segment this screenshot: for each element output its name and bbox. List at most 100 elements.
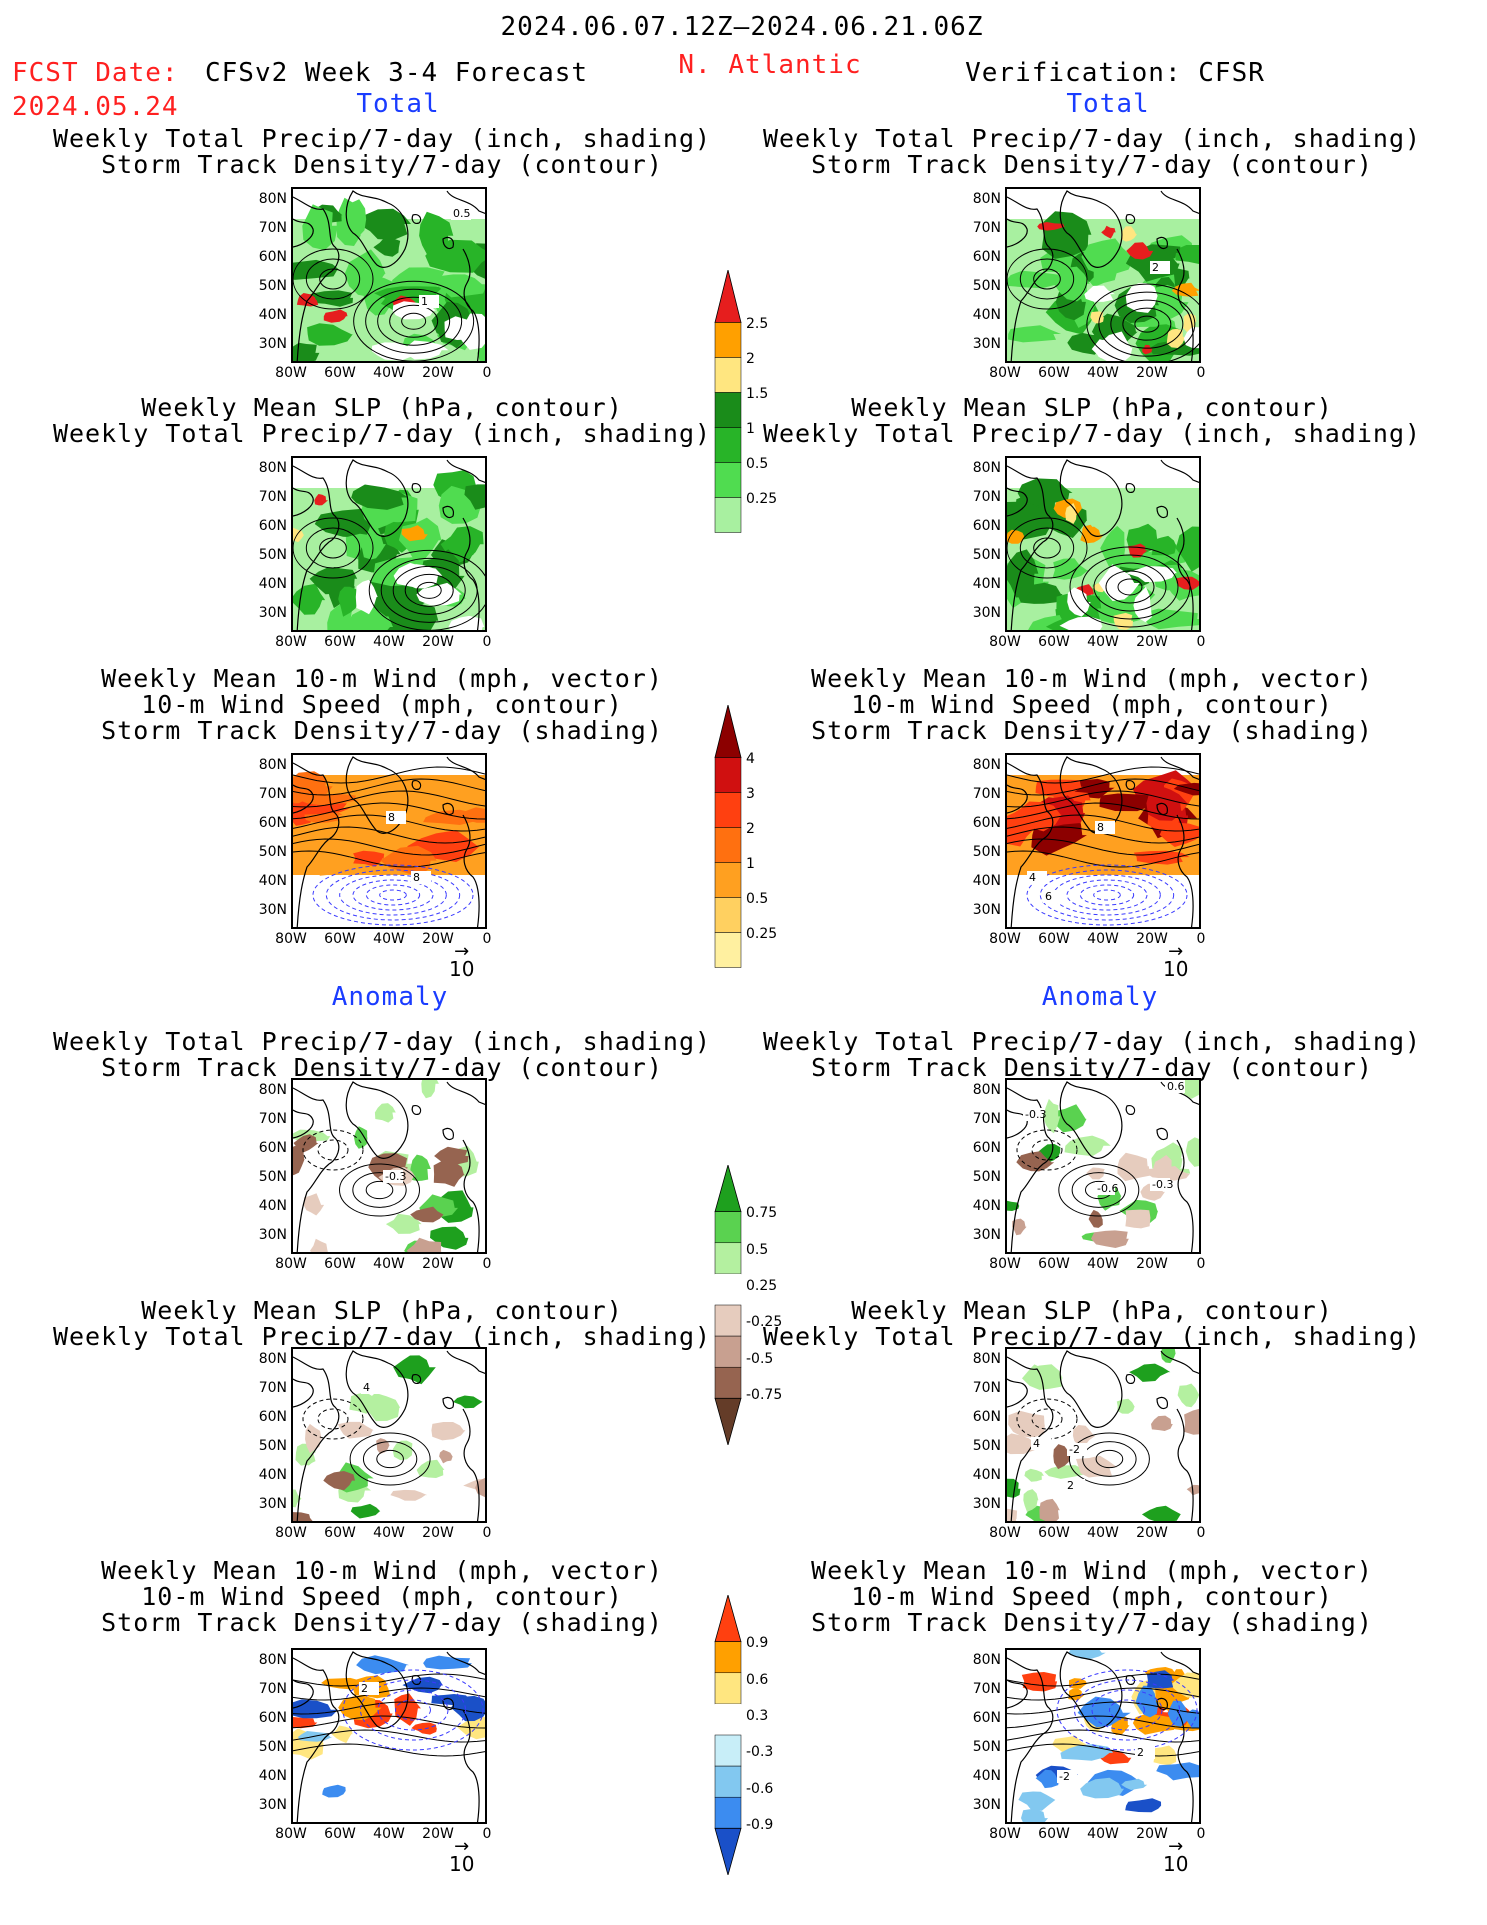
lat-tick-label: 70N (972, 1111, 1001, 1127)
map-panel-p8: 0.6 -0.3 -0.6 -0.3 (1005, 1078, 1201, 1254)
contour-lines (1007, 517, 1191, 628)
panel-title-line: Weekly Total Precip/7-day (inch, shading… (762, 1027, 1422, 1056)
lat-tick-label: 30N (972, 336, 1001, 352)
neg-storm-anomaly (1021, 1809, 1048, 1822)
pos-storm-anomaly (321, 1677, 369, 1690)
dry-anomaly-cell (337, 1421, 374, 1439)
colorbar-swatch (714, 862, 742, 898)
contour-label: -0.3 (1152, 1178, 1173, 1191)
pos-storm-anomaly (1068, 1688, 1085, 1701)
lon-tick-label: 0 (1196, 365, 1206, 381)
lon-tick-label: 80W (989, 365, 1021, 381)
lat-tick-label: 80N (972, 757, 1001, 773)
lat-tick-label: 80N (258, 1652, 287, 1668)
colorbar-precip-total (714, 270, 742, 533)
lon-tick-label: 80W (275, 1525, 307, 1541)
precip-cell (1017, 478, 1073, 506)
dry-area (355, 579, 378, 615)
lat-tick-label: 80N (972, 191, 1001, 207)
lat-tick-label: 40N (258, 1467, 287, 1483)
lon-tick-label: 0 (1196, 1525, 1206, 1541)
lon-tick-label: 20W (1136, 634, 1168, 650)
pos-storm-anomaly (1021, 1672, 1058, 1692)
contour-label-bg (1150, 1178, 1170, 1191)
dry-area (1133, 586, 1152, 623)
lat-tick-label: 80N (972, 460, 1001, 476)
wet-anomaly-cell (1182, 1080, 1199, 1099)
colorbar-swatch (714, 462, 742, 498)
dry-area (444, 316, 485, 340)
map-panel-p3 (291, 456, 487, 632)
lat-tick-label: 30N (258, 1227, 287, 1243)
lat-tick-label: 60N (972, 249, 1001, 265)
lon-tick-label: 60W (324, 931, 356, 947)
colorbar-swatch (714, 1242, 742, 1275)
precip-cell (1175, 526, 1199, 572)
lat-tick-label: 80N (972, 1082, 1001, 1098)
lat-tick-label: 70N (258, 489, 287, 505)
precip-cell (293, 583, 326, 615)
contour-label-bg (1057, 1770, 1077, 1783)
contour-lines (293, 248, 475, 361)
map-plot: -0.3 (293, 1080, 485, 1252)
panel-title-line: Storm Track Density/7-day (shading) (101, 1608, 663, 1637)
neg-storm-anomaly (1125, 1798, 1162, 1813)
lon-tick-label: 0 (482, 1525, 492, 1541)
panel-title-line: Weekly Mean 10-m Wind (mph, vector) (101, 1556, 663, 1585)
panel-title-line: 10-m Wind Speed (mph, contour) (141, 1582, 623, 1611)
lon-tick-label: 60W (1038, 1826, 1070, 1842)
lat-tick-label: 70N (258, 1380, 287, 1396)
contour-label: 4 (1033, 1437, 1040, 1450)
wet-anomaly-cell (385, 1213, 422, 1234)
panel-title-line: Weekly Mean SLP (hPa, contour) (141, 1296, 623, 1325)
dry-anomaly-cell (406, 1237, 442, 1252)
section-anomaly-right: Anomaly (1041, 982, 1159, 1012)
contour-label-bg (1135, 1746, 1155, 1759)
neg-storm-anomaly (1156, 1762, 1199, 1781)
lon-tick-label: 20W (422, 365, 454, 381)
precip-cell (464, 484, 485, 510)
storm-density-cell (293, 802, 351, 815)
pos-storm-anomaly (411, 1722, 437, 1735)
lat-tick-label: 80N (972, 1652, 1001, 1668)
precip-cell (1052, 558, 1089, 580)
contour-label: -2 (1069, 1443, 1080, 1456)
lat-tick-label: 30N (972, 1797, 1001, 1813)
panel-title-line: Weekly Mean 10-m Wind (mph, vector) (811, 1556, 1373, 1585)
colorbar-swatch (714, 322, 742, 358)
lat-tick-label: 80N (972, 1351, 1001, 1367)
colorbar-swatch (714, 1734, 742, 1767)
colorbar-label: 0.25 (746, 925, 778, 942)
colorbar-swatch (714, 897, 742, 933)
contour-label: -0.6 (1097, 1182, 1118, 1195)
precip-cell (392, 267, 446, 292)
precip-cell (420, 549, 465, 599)
lat-tick-label: 50N (972, 278, 1001, 294)
precip-cell (434, 274, 485, 298)
map-plot: 2 (293, 1650, 485, 1822)
neg-storm-anomaly (1080, 1777, 1124, 1799)
colorbar-label: 0.5 (746, 1241, 769, 1258)
dry-area (1183, 327, 1199, 349)
contour-label-bg (1165, 1080, 1185, 1093)
heavy-precip-cell (314, 494, 328, 506)
coastline (293, 1081, 485, 1252)
wet-anomaly-cell (1043, 1098, 1061, 1134)
lat-tick-label: 70N (972, 1380, 1001, 1396)
contour-label: 8 (388, 811, 395, 824)
map-plot: 0.6 -0.3 -0.6 -0.3 (1007, 1080, 1199, 1252)
contour-label-bg (1095, 821, 1115, 834)
lon-tick-label: 60W (324, 365, 356, 381)
dry-anomaly-cell (1076, 1455, 1118, 1478)
coastline (1007, 459, 1199, 630)
contour-label: 2 (1152, 261, 1159, 274)
colorbar-label: -0.9 (746, 1816, 774, 1833)
vector-reference: → 10 (449, 1838, 474, 1877)
neg-storm-anomaly (322, 1784, 346, 1798)
neg-storm-anomaly (1035, 1769, 1059, 1789)
fcst-date-label: FCST Date: (12, 58, 179, 88)
wind-vector-field (312, 864, 474, 926)
wind-speed-contours (1007, 766, 1199, 868)
precip-cell (1094, 592, 1146, 625)
storm-density-cell (440, 777, 485, 808)
